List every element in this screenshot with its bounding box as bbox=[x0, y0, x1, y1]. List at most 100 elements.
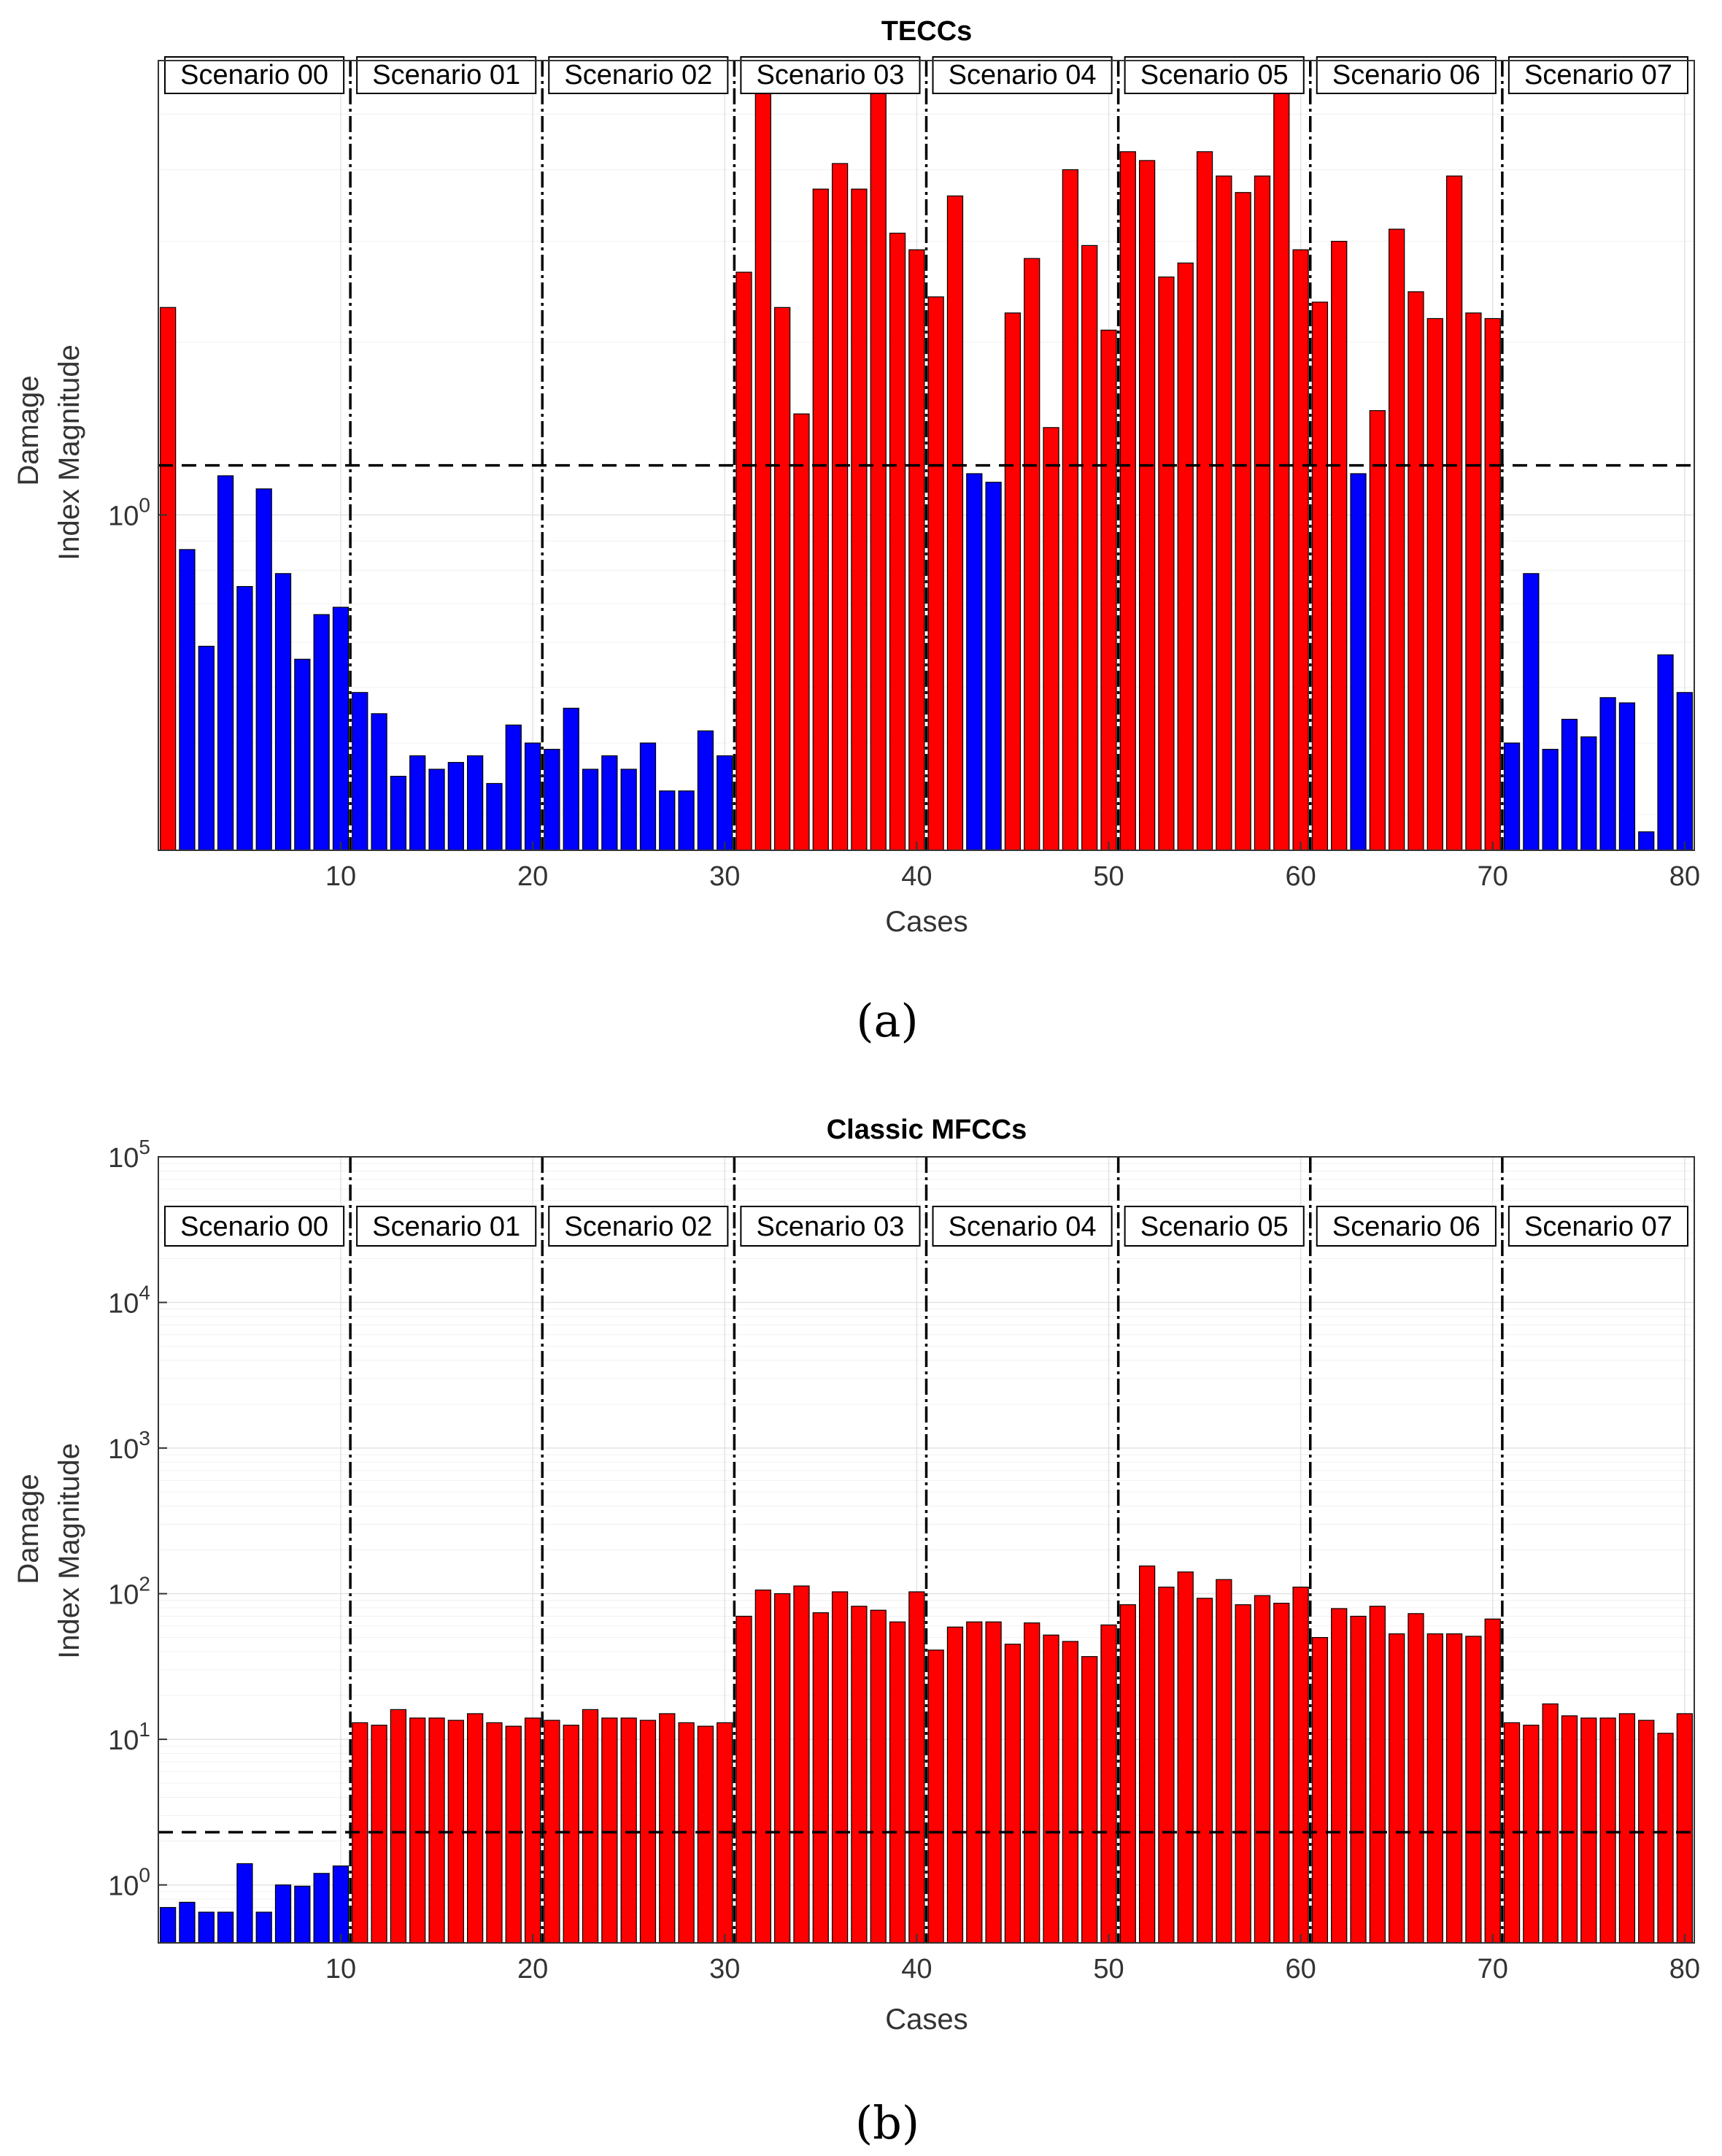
b-bar-case-55 bbox=[1196, 1598, 1213, 1944]
a-bar-case-76 bbox=[1599, 697, 1616, 851]
chart-b-scenario-separators bbox=[349, 1157, 1504, 1943]
a-bar-case-64 bbox=[1369, 410, 1386, 851]
chart-b-scenario-box: Scenario 05 bbox=[1124, 1206, 1305, 1247]
a-bar-case-75 bbox=[1580, 736, 1597, 851]
b-bar-case-75 bbox=[1580, 1717, 1597, 1944]
b-bar-case-79 bbox=[1657, 1733, 1674, 1944]
b-bar-case-40 bbox=[908, 1591, 925, 1944]
b-bar-case-3 bbox=[198, 1911, 215, 1944]
a-bar-case-7 bbox=[274, 573, 292, 851]
a-bar-case-79 bbox=[1657, 654, 1674, 851]
b-bar-case-53 bbox=[1158, 1586, 1175, 1944]
chart-a-scenario-5-box bbox=[1124, 56, 1305, 94]
a-bar-case-24 bbox=[601, 755, 618, 851]
a-bar-case-37 bbox=[851, 188, 868, 851]
a-bar-case-3 bbox=[198, 645, 215, 851]
a-bar-case-58 bbox=[1254, 175, 1271, 851]
a-bar-case-78 bbox=[1638, 831, 1655, 851]
b-bar-case-77 bbox=[1618, 1713, 1636, 1944]
a-bar-case-20 bbox=[524, 742, 541, 851]
b-bar-case-46 bbox=[1024, 1622, 1040, 1944]
b-bar-case-72 bbox=[1523, 1725, 1540, 1944]
a-bar-case-48 bbox=[1062, 169, 1078, 851]
chart-a-scenario-3-label: Scenario 03 bbox=[757, 60, 905, 91]
chart-b-scenario-2-label: Scenario 02 bbox=[564, 1212, 712, 1242]
chart-a-y-ticks: 100 bbox=[108, 493, 167, 531]
a-xtick-label: 80 bbox=[1669, 861, 1700, 892]
chart-a-scenario-box: Scenario 03 bbox=[740, 56, 921, 94]
a-xtick-label: 20 bbox=[517, 861, 548, 892]
a-bar-case-69 bbox=[1465, 312, 1482, 851]
a-bar-case-6 bbox=[255, 488, 272, 851]
b-bar-case-22 bbox=[563, 1725, 579, 1944]
b-bar-case-9 bbox=[313, 1873, 330, 1944]
chart-b-scenario-labels: Scenario 00 Scenario 01 Scenario 02 Scen… bbox=[164, 1206, 1688, 1247]
a-bar-case-68 bbox=[1445, 175, 1463, 851]
chart-b-scenario-1-label: Scenario 01 bbox=[372, 1212, 520, 1242]
a-bar-case-41 bbox=[927, 296, 944, 851]
b-bar-case-13 bbox=[390, 1709, 407, 1944]
b-bar-case-62 bbox=[1331, 1608, 1348, 1944]
a-bar-case-40 bbox=[908, 249, 925, 851]
b-bar-case-60 bbox=[1292, 1586, 1309, 1944]
a-bar-case-9 bbox=[313, 614, 330, 851]
b-bar-case-58 bbox=[1254, 1595, 1271, 1944]
a-bar-case-29 bbox=[697, 730, 714, 851]
a-bar-case-52 bbox=[1138, 160, 1156, 851]
a-bar-case-33 bbox=[774, 307, 791, 851]
b-bar-case-19 bbox=[505, 1725, 522, 1944]
chart-a-scenario-box: Scenario 05 bbox=[1124, 56, 1305, 94]
a-bar-case-72 bbox=[1523, 573, 1540, 851]
chart-a-scenario-6-box bbox=[1316, 56, 1497, 94]
chart-a-scenario-0-label: Scenario 00 bbox=[180, 60, 328, 91]
a-bar-case-74 bbox=[1561, 718, 1578, 851]
b-bar-case-43 bbox=[966, 1621, 983, 1944]
a-bar-case-54 bbox=[1177, 262, 1194, 851]
b-bar-case-65 bbox=[1389, 1633, 1405, 1944]
chart-a-scenario-box: Scenario 00 bbox=[164, 56, 345, 94]
b-bar-case-24 bbox=[601, 1717, 618, 1944]
a-bar-case-43 bbox=[966, 473, 983, 851]
b-bar-case-8 bbox=[294, 1885, 311, 1944]
a-bar-case-28 bbox=[678, 790, 695, 851]
b-ytick-label: 104 bbox=[108, 1282, 150, 1320]
panel-a-label: (a) bbox=[856, 994, 918, 1047]
chart-b-x-ticks: 10 20 30 40 50 60 70 80 bbox=[325, 1934, 1700, 1984]
chart-a-axes-box bbox=[158, 60, 1695, 851]
b-bar-case-44 bbox=[985, 1621, 1002, 1944]
b-bar-case-68 bbox=[1445, 1633, 1463, 1944]
a-bar-case-13 bbox=[390, 775, 407, 851]
b-xtick-label: 80 bbox=[1669, 1954, 1700, 1984]
b-xtick-label: 50 bbox=[1093, 1954, 1124, 1984]
a-bar-case-23 bbox=[582, 769, 599, 851]
a-bar-case-19 bbox=[505, 724, 522, 851]
b-bar-case-31 bbox=[735, 1615, 752, 1944]
chart-a-scenario-box: Scenario 07 bbox=[1507, 56, 1688, 94]
a-bar-case-63 bbox=[1350, 473, 1367, 851]
b-bar-case-34 bbox=[793, 1585, 810, 1944]
chart-b-x-label: Cases bbox=[885, 2003, 968, 2036]
chart-b-scenario-box: Scenario 03 bbox=[740, 1206, 921, 1247]
a-bar-case-1 bbox=[160, 307, 177, 851]
chart-b-scenario-2-box bbox=[548, 1206, 729, 1247]
a-bar-case-67 bbox=[1426, 317, 1443, 851]
b-bar-case-70 bbox=[1484, 1618, 1501, 1944]
a-bar-case-25 bbox=[620, 769, 637, 851]
b-bar-case-37 bbox=[851, 1606, 868, 1944]
b-bar-case-64 bbox=[1369, 1606, 1386, 1944]
a-bar-case-4 bbox=[217, 475, 234, 851]
b-bar-case-73 bbox=[1542, 1703, 1559, 1944]
a-bar-case-38 bbox=[870, 77, 887, 851]
b-bar-case-10 bbox=[332, 1865, 350, 1944]
b-bar-case-12 bbox=[371, 1725, 387, 1944]
chart-a-scenario-6-label: Scenario 06 bbox=[1332, 60, 1480, 91]
b-bar-case-2 bbox=[179, 1901, 196, 1944]
a-bar-case-5 bbox=[236, 585, 253, 851]
b-bar-case-50 bbox=[1100, 1624, 1117, 1944]
chart-a-x-label: Cases bbox=[885, 906, 968, 938]
chart-b-scenario-3-box bbox=[740, 1206, 921, 1247]
a-bar-case-61 bbox=[1311, 301, 1329, 851]
b-bar-case-74 bbox=[1561, 1715, 1578, 1944]
b-ytick-label: 103 bbox=[108, 1427, 150, 1465]
b-bar-case-76 bbox=[1599, 1717, 1616, 1944]
